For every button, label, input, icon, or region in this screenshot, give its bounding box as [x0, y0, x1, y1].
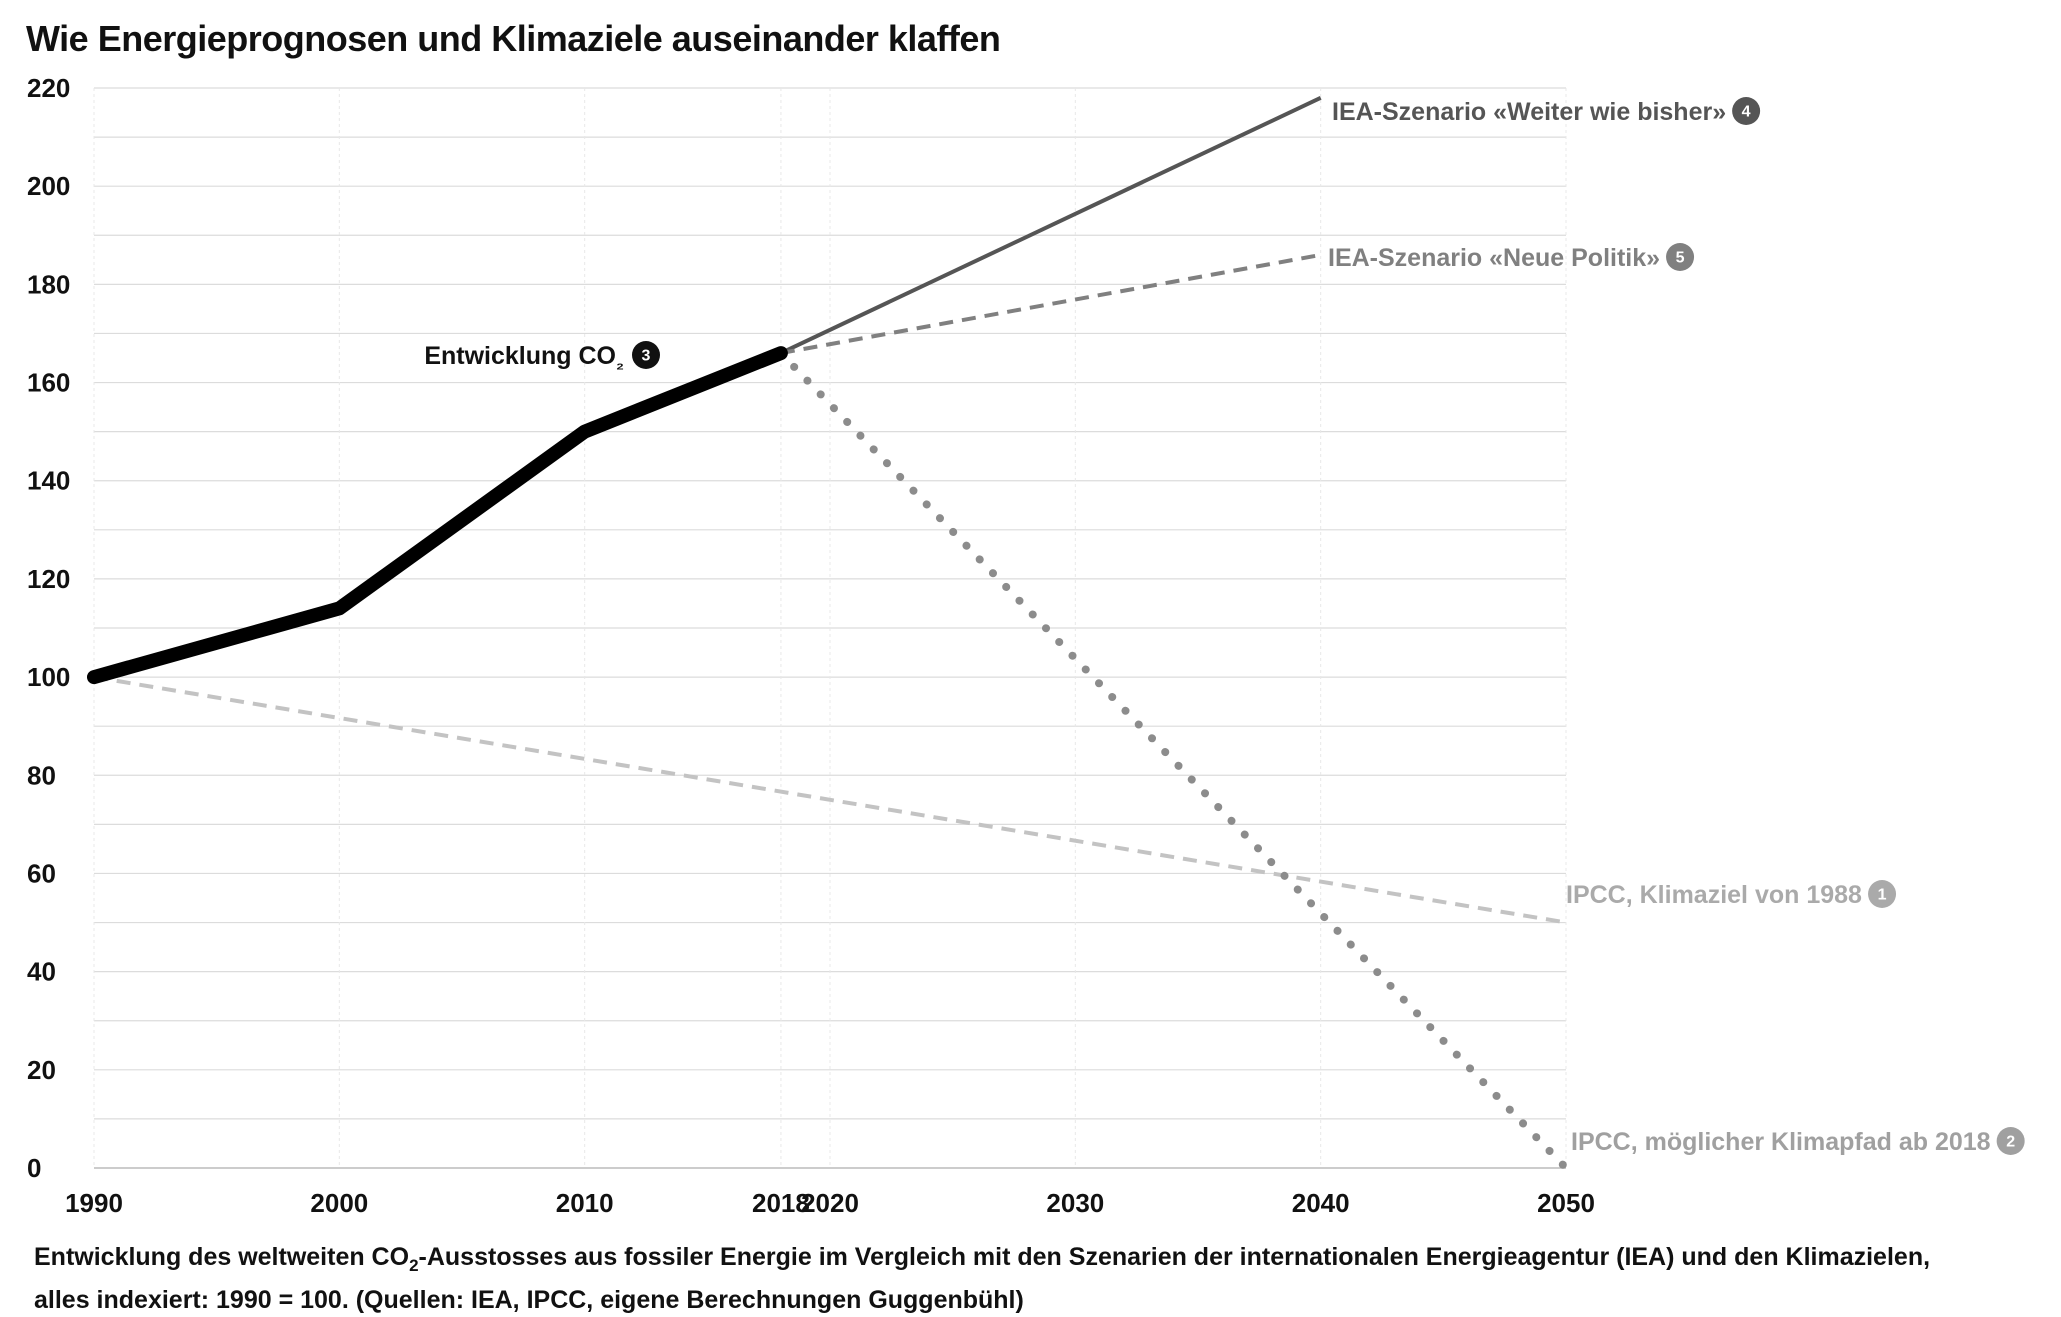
x-tick-label: 2010: [556, 1188, 614, 1218]
series-badge: [1996, 1127, 2025, 1155]
series-line: [87, 346, 788, 685]
x-tick-label: 2000: [310, 1188, 368, 1218]
y-tick-label: 120: [27, 564, 70, 594]
series-line: [780, 252, 1322, 356]
series-labels: Entwicklung CO₂ 3 IEA-Szenario «Weiter wie…: [424, 97, 2025, 1156]
series-label: Entwicklung CO₂ 3: [424, 341, 660, 373]
series-label: IPCC, möglicher Klimapfad ab 2018 2: [1571, 1127, 2025, 1156]
grid: [93, 87, 1567, 1168]
y-tick-label: 40: [27, 957, 56, 987]
y-tick-label: 20: [27, 1055, 56, 1085]
x-tick-label: 2040: [1292, 1188, 1350, 1218]
y-tick-label: 200: [27, 171, 70, 201]
series-badge-number: 4: [1742, 104, 1751, 121]
series-label-text: IEA-Szenario «Weiter wie bisher»: [1332, 98, 1726, 126]
y-tick-label: 80: [27, 760, 56, 790]
series-badge: [1868, 880, 1897, 908]
caption-line-1: Entwicklung des weltweiten CO2-Ausstosse…: [34, 1243, 1931, 1275]
series-badge-number: 5: [1676, 250, 1685, 267]
series-line: [776, 349, 1570, 1172]
series-label: IPCC, Klimaziel von 1988 1: [1566, 880, 1897, 909]
series-label-text: Entwicklung CO₂: [424, 342, 624, 373]
y-tick-label: 160: [27, 368, 70, 398]
x-tick-label: 2030: [1046, 1188, 1104, 1218]
y-tick-label: 180: [27, 269, 70, 299]
series-label: IEA-Szenario «Neue Politik» 5: [1328, 243, 1695, 272]
y-tick-label: 100: [27, 662, 70, 692]
y-tick-label: 0: [27, 1153, 41, 1183]
y-tick-label: 140: [27, 466, 70, 496]
series-badge: [1666, 243, 1695, 271]
series-label-text: IPCC, möglicher Klimapfad ab 2018: [1571, 1128, 1991, 1156]
series-label-text: IEA-Szenario «Neue Politik»: [1328, 244, 1660, 272]
caption-line-2: alles indexiert: 1990 = 100. (Quellen: I…: [34, 1286, 1024, 1314]
chart-title: Wie Energieprognosen und Klimaziele ause…: [26, 18, 1001, 59]
series-badge: [632, 341, 660, 369]
series-label: IEA-Szenario «Weiter wie bisher» 4: [1332, 97, 1761, 126]
x-tick-label: 2050: [1537, 1188, 1595, 1218]
series-badge-number: 1: [1878, 887, 1887, 904]
x-tick-label: 2020: [801, 1188, 859, 1218]
x-tick-label: 1990: [65, 1188, 123, 1218]
series-label-text: IPCC, Klimaziel von 1988: [1566, 881, 1862, 909]
x-tick-label: 2018: [752, 1188, 810, 1218]
y-tick-label: 60: [27, 858, 56, 888]
series-line: [93, 675, 1567, 925]
series-badge-number: 2: [2006, 1134, 2015, 1151]
series-line: [780, 95, 1322, 355]
chart-caption: Entwicklung des weltweiten CO2-Ausstosse…: [34, 1240, 2034, 1317]
y-tick-label: 220: [27, 73, 70, 103]
series-badge-number: 3: [642, 348, 651, 365]
series-badge: [1732, 97, 1761, 125]
series: [87, 95, 1570, 1172]
